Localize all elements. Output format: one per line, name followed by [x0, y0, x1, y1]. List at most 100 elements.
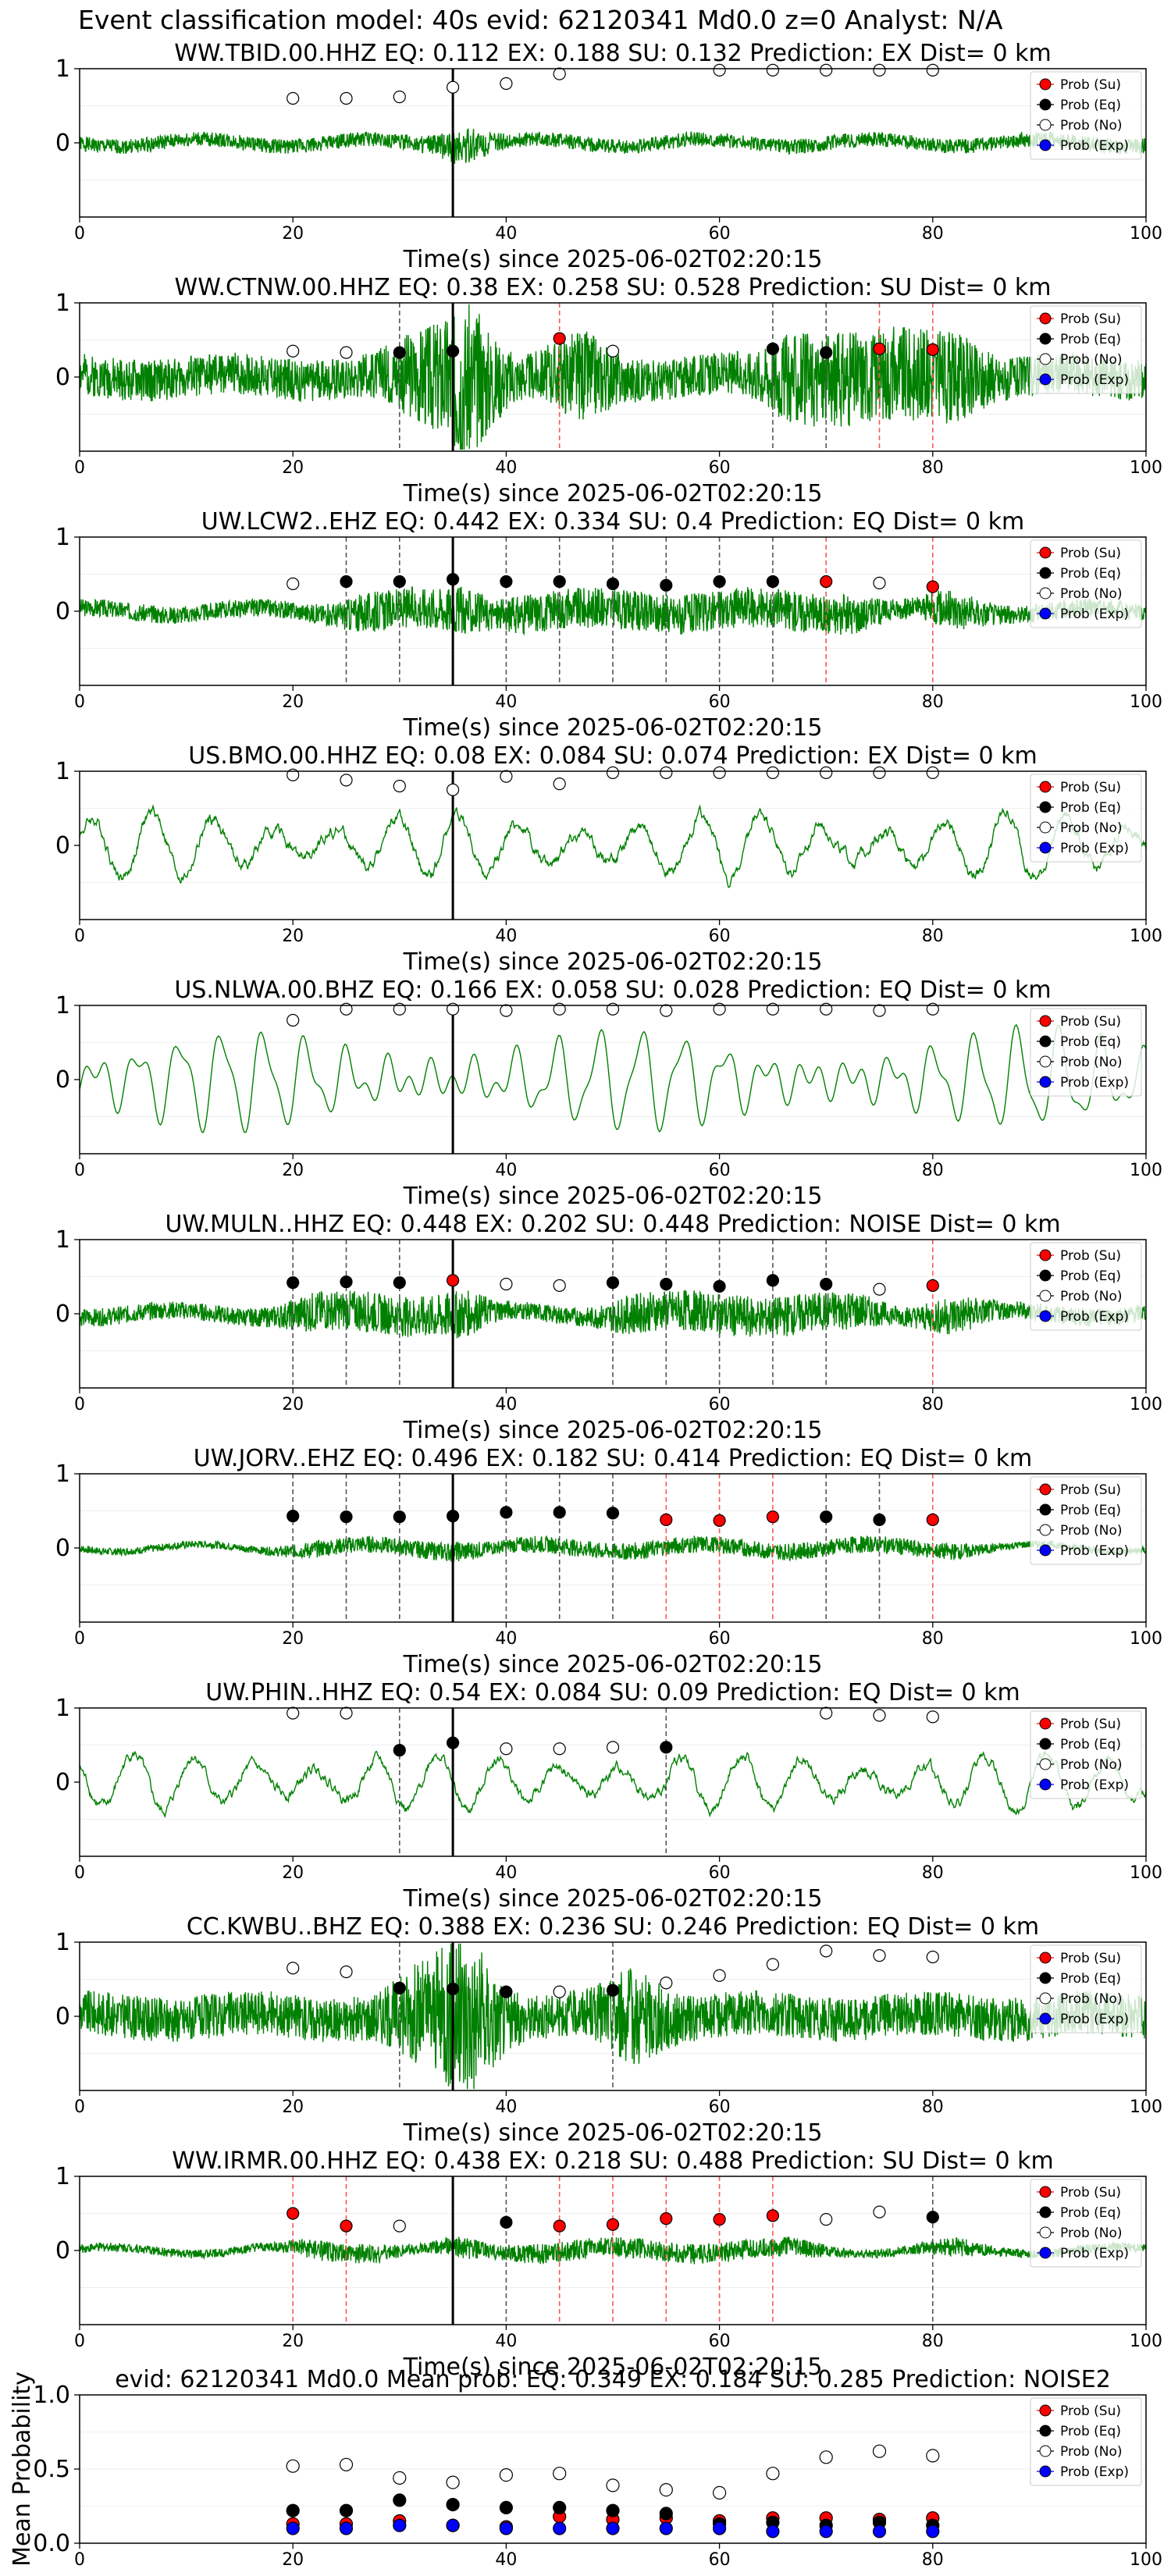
prob-point — [393, 575, 406, 589]
prob-point — [340, 1706, 353, 1720]
legend-label: Prob (Su) — [1060, 546, 1121, 561]
mean-prob-point — [606, 2521, 620, 2535]
prob-point — [287, 1013, 300, 1027]
prob-point — [500, 1742, 513, 1756]
x-tick-label: 40 — [495, 2332, 517, 2351]
x-tick-label: 80 — [922, 2332, 944, 2351]
legend-label: Prob (Exp) — [1060, 2464, 1129, 2480]
prob-point — [766, 342, 780, 355]
prob-point — [606, 1984, 620, 1997]
station-panel: UW.JORV..EHZ EQ: 0.496 EX: 0.182 SU: 0.4… — [55, 1445, 1162, 1678]
legend-label: Prob (Eq) — [1060, 98, 1121, 113]
waveform-trace — [80, 1290, 1146, 1339]
prob-point — [606, 1276, 620, 1290]
legend-marker — [1039, 2186, 1052, 2198]
x-axis-label: Time(s) since 2025-06-02T02:20:15 — [403, 1651, 823, 1678]
station-panel: CC.KWBU..BHZ EQ: 0.388 EX: 0.236 SU: 0.2… — [55, 1913, 1162, 2147]
x-tick-label: 0 — [74, 2097, 85, 2117]
mean-prob-point — [872, 2444, 887, 2458]
prob-point — [766, 1510, 780, 1524]
legend-label: Prob (Su) — [1060, 2403, 1121, 2419]
legend-label: Prob (Su) — [1060, 77, 1121, 93]
legend: Prob (Su) Prob (Eq) Prob (No) Prob (Exp) — [1030, 2179, 1142, 2268]
prob-point — [926, 1710, 939, 1724]
prob-point — [553, 332, 566, 345]
waveform-trace — [80, 1023, 1146, 1133]
mean-prob-point — [339, 2457, 354, 2471]
legend-box — [1030, 2179, 1142, 2268]
legend-marker — [1039, 373, 1052, 386]
prob-point — [553, 2219, 566, 2233]
legend-label: Prob (Exp) — [1060, 841, 1129, 856]
y-tick-label: 1 — [55, 1461, 70, 1488]
x-axis-label: Time(s) since 2025-06-02T02:20:15 — [403, 714, 823, 742]
prob-point — [713, 1279, 726, 1293]
panel-title: US.NLWA.00.BHZ EQ: 0.166 EX: 0.058 SU: 0… — [174, 977, 1051, 1004]
x-tick-label: 80 — [922, 927, 944, 946]
station-panel: UW.LCW2..EHZ EQ: 0.442 EX: 0.334 SU: 0.4… — [55, 508, 1162, 742]
mean-prob-point — [446, 2498, 460, 2512]
x-tick-label: 80 — [922, 1629, 944, 1649]
legend: Prob (Su) Prob (Eq) Prob (No) Prob (Exp) — [1030, 1944, 1142, 2033]
legend-marker — [1039, 1952, 1052, 1964]
legend-marker — [1039, 1035, 1052, 1048]
legend: Prob (Su) Prob (Eq) Prob (No) Prob (Exp) — [1030, 1242, 1142, 1331]
prob-point — [820, 1706, 833, 1720]
prob-point — [500, 1506, 513, 1519]
legend-box — [1030, 774, 1142, 863]
x-tick-label: 20 — [282, 1161, 304, 1180]
legend: Prob (Su) Prob (Eq) Prob (No) Prob (Exp) — [1030, 1008, 1142, 1097]
x-axis-label: Time(s) since 2025-06-02T02:20:15 — [403, 1885, 823, 1912]
prob-point — [340, 774, 353, 787]
legend-label: Prob (Su) — [1060, 1717, 1121, 1732]
legend-label: Prob (Su) — [1060, 2185, 1121, 2201]
prob-point — [553, 1279, 566, 1293]
legend-label: Prob (Exp) — [1060, 2012, 1129, 2027]
prob-point — [287, 1706, 300, 1720]
prob-point — [766, 1274, 780, 1287]
prob-point — [500, 1004, 513, 1017]
legend-label: Prob (Eq) — [1060, 2205, 1121, 2221]
mean-prob-point — [872, 2524, 887, 2539]
prob-point — [660, 1513, 673, 1527]
mean-prob-point — [393, 2493, 407, 2507]
mean-prob-point — [393, 2471, 407, 2485]
y-tick-label: 1 — [55, 1226, 70, 1254]
x-tick-label: 100 — [1130, 1629, 1162, 1649]
prob-point — [766, 575, 780, 589]
station-panel: WW.TBID.00.HHZ EQ: 0.112 EX: 0.188 SU: 0… — [55, 40, 1162, 273]
legend-marker — [1039, 98, 1052, 111]
x-tick-label: 60 — [709, 1863, 731, 1883]
prob-point — [660, 766, 673, 780]
prob-point — [340, 1276, 353, 1289]
legend: Prob (Su) Prob (Eq) Prob (No) Prob (Exp) — [1030, 1476, 1142, 1565]
plot-frame — [79, 770, 1147, 920]
prob-point — [606, 1002, 620, 1016]
prob-point — [926, 63, 939, 77]
prob-point — [820, 1002, 833, 1016]
legend-box — [1030, 1476, 1142, 1565]
prob-point — [606, 1741, 620, 1754]
x-axis-label: Time(s) since 2025-06-02T02:20:15 — [403, 480, 823, 507]
x-tick-label: 80 — [922, 692, 944, 712]
panel-title: UW.MULN..HHZ EQ: 0.448 EX: 0.202 SU: 0.4… — [165, 1211, 1060, 1238]
prob-point — [553, 575, 566, 589]
prob-point — [926, 580, 939, 593]
legend-label: Prob (No) — [1060, 2444, 1123, 2460]
x-tick-label: 100 — [1130, 2550, 1162, 2570]
legend-marker — [1039, 1992, 1052, 2005]
x-tick-label: 60 — [709, 927, 731, 946]
prob-point — [553, 1742, 566, 1756]
legend-marker — [1039, 607, 1052, 620]
x-tick-label: 20 — [282, 927, 304, 946]
legend-label: Prob (No) — [1060, 586, 1123, 602]
x-tick-label: 100 — [1130, 458, 1162, 478]
legend-label: Prob (No) — [1060, 1289, 1123, 1304]
prob-point — [287, 1276, 300, 1290]
x-tick-label: 100 — [1130, 2097, 1162, 2117]
prob-point — [446, 1002, 460, 1016]
legend-label: Prob (Exp) — [1060, 607, 1129, 622]
legend-marker — [1039, 1055, 1052, 1068]
legend: Prob (Su) Prob (Eq) Prob (No) Prob (Exp) — [1030, 539, 1142, 628]
mean-prob-point — [286, 2459, 300, 2473]
